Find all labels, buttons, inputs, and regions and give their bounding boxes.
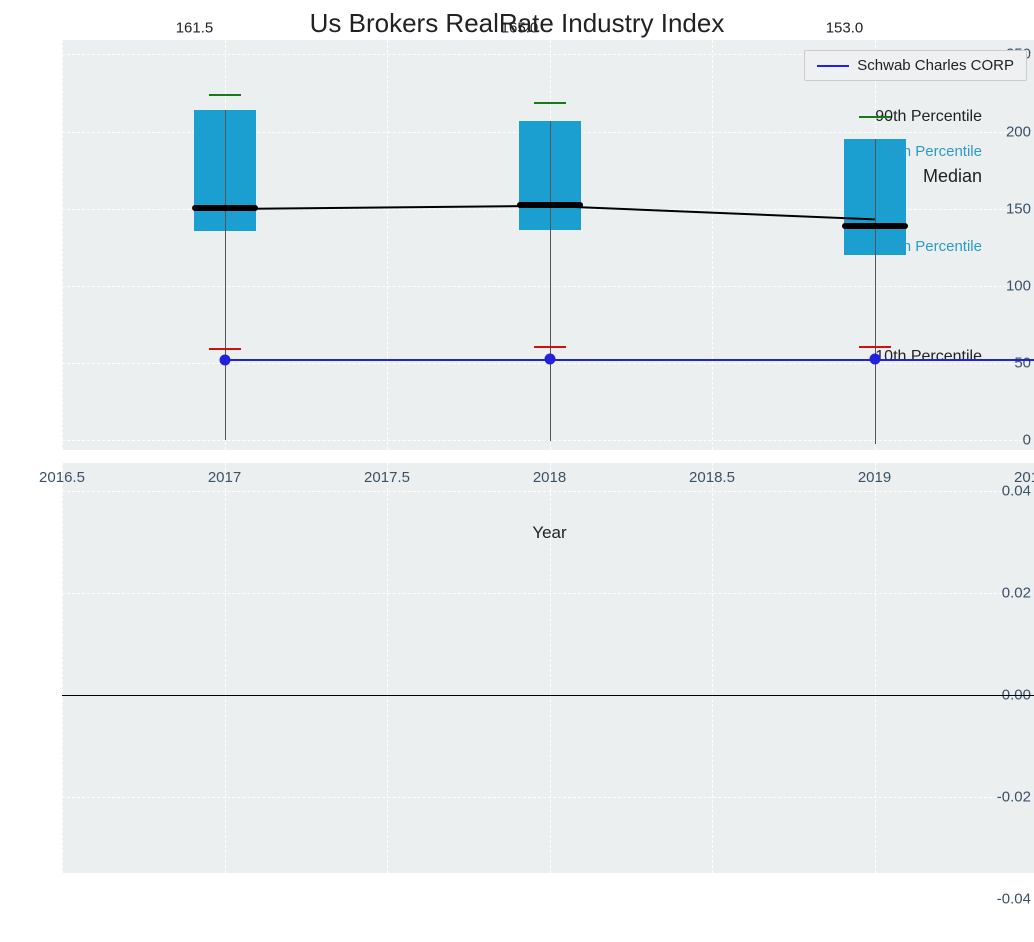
y-tick-b-neg0_02: -0.02: [997, 789, 1031, 806]
year-group-2017: 161.5: [195, 40, 255, 450]
top-plot-area: 250 200 150 100 50 0 Economic Capital Ra…: [62, 40, 1034, 450]
gridline-b-neg0_04: [62, 899, 1034, 900]
y-tick-200: 200: [1006, 123, 1031, 140]
gridline-bx-2019_0: [875, 463, 876, 873]
p10-tick-2019: [859, 346, 891, 348]
x-tick-2017_5: 2017.5: [364, 469, 410, 486]
annot-75th-percentile: 75th Percentile: [882, 143, 982, 160]
median-bar-2018: [517, 202, 583, 208]
p90-tick-2019: [859, 116, 891, 118]
median-bar-2017: [192, 205, 258, 211]
year-group-2018: 165.0: [520, 40, 580, 450]
annot-median: Median: [923, 166, 982, 187]
x-tick-2016_5: 2016.5: [39, 469, 85, 486]
gridline-x-2017_5: [387, 40, 388, 450]
p10-dot-2019[interactable]: [869, 353, 880, 364]
x-tick-2019_5: 2019.5: [1014, 469, 1034, 486]
gridline-x-2016_5: [62, 40, 63, 450]
median-label-2018: 165.0: [501, 20, 539, 37]
annot-10th-percentile: 10th Percentile: [875, 348, 982, 366]
y-tick-b-0_02: 0.02: [1002, 585, 1031, 602]
p10-tick-2018: [534, 346, 566, 348]
x-tick-2018_0: 2018: [533, 469, 566, 486]
gridline-b-0_02: [62, 593, 1034, 594]
bottom-plot-area: 0.04 0.02 0.00 -0.02 -0.04 Absolute Chan…: [62, 463, 1034, 873]
legend-series-label: Schwab Charles CORP: [857, 57, 1014, 74]
stem-line-2019: [875, 139, 876, 444]
chart-figure: Us Brokers RealRate Industry Index 250 2…: [0, 0, 1034, 942]
p90-tick-2017: [209, 94, 241, 96]
y-tick-b-neg0_04: -0.04: [997, 891, 1031, 908]
gridline-b-neg0_02: [62, 797, 1034, 798]
stem-line-2018: [550, 121, 551, 441]
x-tick-2018_5: 2018.5: [689, 469, 735, 486]
median-label-2017: 161.5: [176, 20, 214, 37]
y-tick-50: 50: [1014, 355, 1031, 372]
legend-line-swatch: [817, 65, 849, 67]
median-label-2019: 153.0: [826, 20, 864, 37]
stem-line-2017: [225, 110, 226, 440]
p10-dot-2018[interactable]: [544, 353, 555, 364]
y-tick-100: 100: [1006, 277, 1031, 294]
annot-25th-percentile: 25th Percentile: [882, 238, 982, 255]
gridline-bx-2017_0: [225, 463, 226, 873]
x-axis-label: Year: [532, 523, 566, 543]
x-tick-2019_0: 2019: [858, 469, 891, 486]
median-bar-2019: [842, 223, 908, 229]
x-tick-2017_0: 2017: [208, 469, 241, 486]
gridline-bx-2016_5: [62, 463, 63, 873]
p10-dot-2017[interactable]: [219, 354, 230, 365]
p10-connector-2: [550, 359, 875, 361]
p90-tick-2018: [534, 102, 566, 104]
gridline-b-0_04: [62, 491, 1034, 492]
gridline-bx-2018_5: [712, 463, 713, 873]
p10-connector-1: [225, 359, 550, 361]
p10-connector-3: [875, 359, 1034, 361]
zero-reference-line: [62, 695, 1034, 696]
legend-box[interactable]: Schwab Charles CORP: [804, 50, 1027, 81]
y-tick-150: 150: [1006, 200, 1031, 217]
gridline-bx-2017_5: [387, 463, 388, 873]
y-tick-0: 0: [1023, 432, 1031, 449]
gridline-x-2018_5: [712, 40, 713, 450]
p10-tick-2017: [209, 348, 241, 350]
annot-90th-percentile: 90th Percentile: [875, 108, 982, 126]
